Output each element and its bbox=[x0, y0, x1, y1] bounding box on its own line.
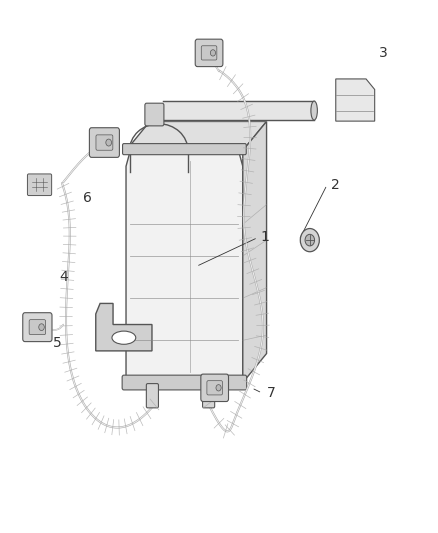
Circle shape bbox=[210, 50, 215, 56]
FancyBboxPatch shape bbox=[89, 128, 120, 157]
Polygon shape bbox=[243, 122, 267, 383]
Polygon shape bbox=[96, 303, 152, 351]
Circle shape bbox=[216, 385, 221, 391]
FancyBboxPatch shape bbox=[96, 135, 113, 150]
FancyBboxPatch shape bbox=[123, 143, 246, 155]
Circle shape bbox=[39, 324, 44, 330]
FancyBboxPatch shape bbox=[29, 320, 46, 335]
FancyBboxPatch shape bbox=[202, 384, 215, 408]
FancyBboxPatch shape bbox=[201, 46, 217, 60]
Circle shape bbox=[305, 235, 314, 246]
Circle shape bbox=[300, 229, 319, 252]
Polygon shape bbox=[126, 150, 243, 383]
Ellipse shape bbox=[112, 331, 136, 344]
Polygon shape bbox=[336, 79, 374, 121]
FancyBboxPatch shape bbox=[201, 374, 229, 401]
Polygon shape bbox=[126, 122, 267, 150]
Text: 5: 5 bbox=[53, 336, 61, 350]
FancyBboxPatch shape bbox=[28, 174, 52, 196]
Ellipse shape bbox=[311, 101, 318, 120]
FancyBboxPatch shape bbox=[122, 375, 247, 390]
FancyBboxPatch shape bbox=[195, 39, 223, 67]
FancyBboxPatch shape bbox=[23, 313, 52, 342]
Text: 2: 2 bbox=[332, 177, 340, 192]
FancyBboxPatch shape bbox=[145, 103, 164, 126]
Text: 3: 3 bbox=[379, 46, 388, 60]
Text: 7: 7 bbox=[267, 386, 276, 400]
FancyBboxPatch shape bbox=[146, 384, 159, 408]
Text: 6: 6 bbox=[83, 191, 92, 205]
FancyBboxPatch shape bbox=[207, 381, 223, 395]
Text: 1: 1 bbox=[260, 230, 269, 245]
Circle shape bbox=[106, 139, 112, 146]
Text: 4: 4 bbox=[59, 270, 68, 284]
